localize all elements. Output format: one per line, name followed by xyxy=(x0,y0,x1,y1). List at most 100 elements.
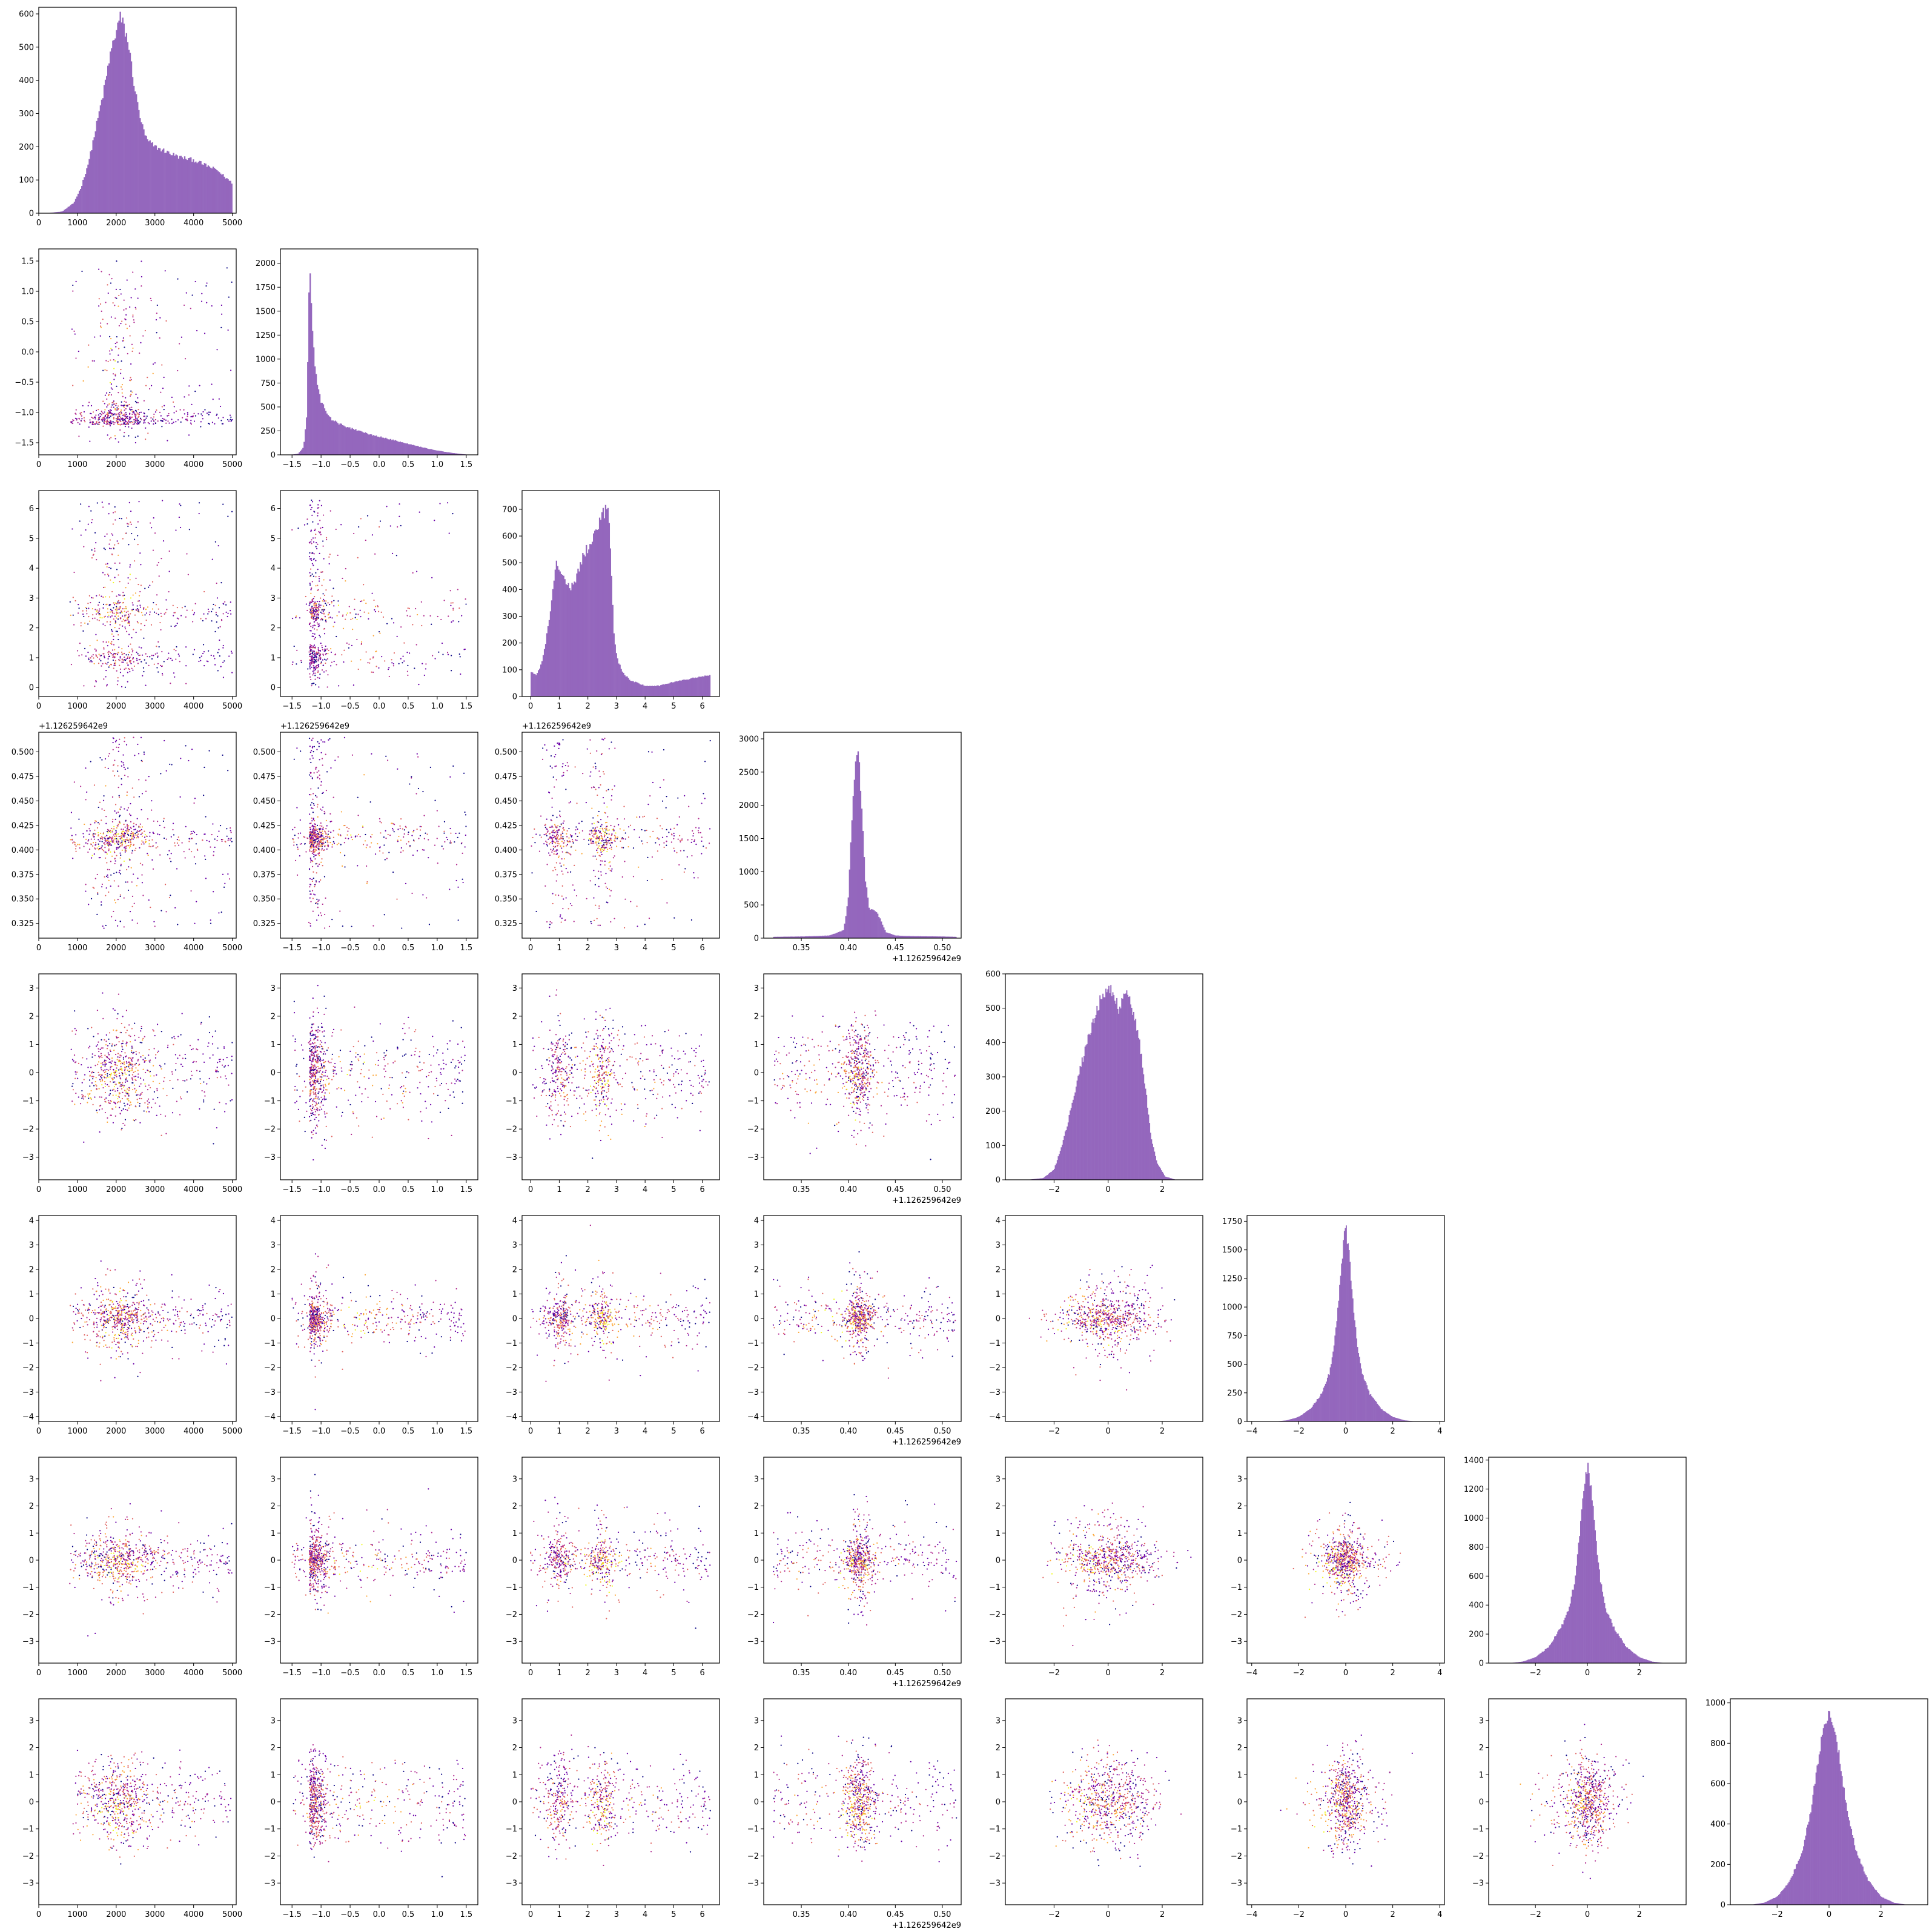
scatter-point xyxy=(125,411,127,414)
histogram-bar xyxy=(852,796,855,938)
scatter-point xyxy=(136,660,138,661)
scatter-point xyxy=(595,904,597,906)
scatter-point xyxy=(134,306,136,308)
scatter-point xyxy=(103,647,105,649)
scatter-point xyxy=(319,834,321,836)
scatter-point xyxy=(416,850,418,852)
scatter-point xyxy=(116,569,118,571)
scatter-point xyxy=(601,840,603,842)
histogram-bar xyxy=(186,160,188,213)
scatter-point xyxy=(79,844,81,845)
scatter-point xyxy=(203,795,205,796)
scatter-point xyxy=(149,522,151,524)
scatter-point xyxy=(170,861,172,862)
histogram-bar xyxy=(609,548,612,696)
scatter-point xyxy=(565,852,567,853)
scatter-point xyxy=(422,894,424,896)
scatter-point xyxy=(391,662,393,664)
scatter-point xyxy=(609,842,610,844)
scatter-point xyxy=(318,881,320,883)
scatter-point xyxy=(129,413,131,415)
histogram-bar xyxy=(822,935,824,938)
histogram-0-xtick-label: 3000 xyxy=(145,219,165,228)
scatter-point xyxy=(108,879,110,881)
histogram-bar xyxy=(122,18,124,214)
scatter-point xyxy=(136,834,138,836)
scatter-point xyxy=(318,578,320,580)
scatter-point xyxy=(313,610,315,612)
scatter-point xyxy=(191,403,193,405)
scatter-point xyxy=(105,420,107,422)
scatter-point xyxy=(203,766,205,769)
scatter-point xyxy=(295,617,297,618)
scatter-point xyxy=(592,817,594,819)
histogram-bar xyxy=(602,508,604,696)
scatter-point xyxy=(317,607,320,609)
scatter-point xyxy=(321,645,323,647)
scatter-point xyxy=(131,852,133,854)
scatter-point xyxy=(565,845,567,847)
histogram-bar xyxy=(197,162,199,213)
scatter-point xyxy=(621,876,623,878)
scatter-point xyxy=(354,836,356,838)
histogram-bar xyxy=(327,415,329,455)
scatter-point xyxy=(92,417,94,419)
scatter-point xyxy=(593,822,595,824)
scatter-point xyxy=(562,763,564,765)
scatter-point xyxy=(109,409,111,411)
scatter-point xyxy=(124,668,125,670)
scatter-point xyxy=(208,423,210,425)
histogram-bar xyxy=(543,649,546,696)
scatter-point xyxy=(311,817,313,819)
scatter-point xyxy=(127,617,128,618)
scatter-point xyxy=(123,860,125,862)
scatter-point xyxy=(589,752,591,754)
scatter-point xyxy=(100,322,102,324)
scatter-point xyxy=(572,842,574,844)
scatter-point xyxy=(318,838,320,840)
scatter-point xyxy=(130,845,131,847)
scatter-point xyxy=(114,835,116,838)
histogram-bar xyxy=(220,173,222,213)
scatter-point xyxy=(601,845,603,847)
histogram-bar xyxy=(829,935,831,938)
scatter-point xyxy=(107,661,109,663)
scatter-point xyxy=(125,830,127,832)
scatter-point xyxy=(316,838,318,840)
scatter-point xyxy=(214,630,216,632)
scatter-point xyxy=(99,837,101,839)
histogram-bar xyxy=(560,574,562,696)
scatter-point xyxy=(322,600,323,602)
scatter-point xyxy=(224,601,226,603)
histogram-bar xyxy=(451,452,453,455)
scatter-point xyxy=(556,853,558,855)
histogram-bar xyxy=(405,443,407,455)
scatter-point xyxy=(176,617,178,619)
scatter-point xyxy=(313,635,314,637)
scatter-point xyxy=(299,843,301,845)
scatter-point xyxy=(122,615,124,617)
scatter-point xyxy=(309,829,312,830)
scatter-point xyxy=(108,641,110,643)
scatter-point xyxy=(193,412,195,414)
histogram-bar xyxy=(171,155,173,213)
scatter-point xyxy=(119,836,121,838)
scatter-point xyxy=(170,836,172,838)
scatter-point xyxy=(94,648,96,650)
scatter-point xyxy=(146,415,148,417)
scatter-point xyxy=(332,830,334,832)
scatter-point xyxy=(210,654,212,657)
scatter-point xyxy=(107,653,110,655)
scatter-point xyxy=(311,739,313,741)
histogram-bar xyxy=(359,430,360,455)
scatter-point xyxy=(457,589,458,591)
scatter-point xyxy=(225,611,227,613)
scatter-point xyxy=(379,526,380,528)
scatter-point xyxy=(120,420,122,423)
scatter-point xyxy=(126,416,128,418)
scatter-point xyxy=(91,360,93,362)
scatter-point xyxy=(355,613,357,615)
scatter-point xyxy=(114,862,116,865)
scatter-point xyxy=(311,802,313,804)
scatter-point xyxy=(673,835,675,837)
